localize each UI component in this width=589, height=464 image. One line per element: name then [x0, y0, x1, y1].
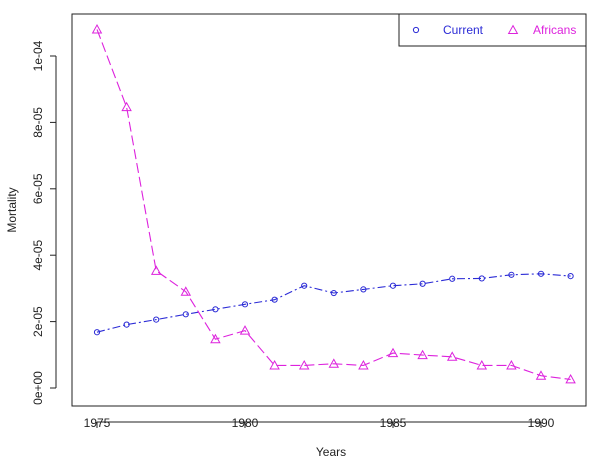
legend-item: Current	[412, 23, 484, 37]
x-tick-label: 1980	[232, 416, 259, 430]
data-point	[478, 275, 485, 282]
data-point	[412, 26, 420, 34]
series-0	[93, 270, 574, 336]
data-point	[121, 101, 132, 112]
y-axis-label: Mortality	[5, 187, 19, 232]
legend-box	[398, 13, 587, 47]
data-point	[419, 280, 426, 287]
data-point	[476, 359, 488, 370]
data-point	[180, 286, 192, 296]
data-point	[360, 286, 367, 293]
data-point	[358, 359, 369, 370]
y-tick-label: 8e-05	[31, 107, 45, 138]
data-point	[271, 296, 278, 303]
data-point	[241, 301, 249, 308]
data-point	[449, 275, 456, 282]
plot-frame	[71, 13, 587, 407]
data-point	[239, 325, 251, 335]
legend-label: Current	[443, 23, 484, 37]
data-point	[417, 349, 428, 360]
data-point	[298, 359, 310, 370]
y-tick-label: 6e-05	[31, 173, 45, 204]
data-point	[330, 289, 337, 297]
data-point	[535, 370, 547, 380]
legend-items: Current Africans	[412, 23, 576, 37]
data-point	[91, 24, 103, 34]
data-point	[567, 273, 574, 280]
data-point	[210, 333, 221, 344]
data-point	[212, 306, 219, 313]
data-point	[506, 359, 517, 370]
y-tick-label: 0e+00	[31, 371, 45, 405]
series-line	[96, 273, 571, 333]
data-point	[508, 271, 515, 278]
series-layer	[91, 24, 576, 384]
data-point	[269, 359, 280, 370]
x-axis-label: Years	[316, 445, 346, 459]
y-tick-label: 4e-05	[31, 240, 45, 271]
x-tick-label: 1975	[84, 416, 111, 430]
x-axis: 1975 1980 1985 1990	[84, 416, 555, 430]
data-point	[565, 373, 576, 384]
x-tick-label: 1990	[528, 416, 555, 430]
y-tick-label: 1e-04	[31, 40, 45, 71]
data-point	[182, 311, 189, 318]
data-point	[389, 282, 397, 289]
series-1	[91, 24, 576, 384]
data-point	[301, 282, 308, 289]
legend-item: Africans	[507, 23, 576, 37]
data-point	[328, 358, 340, 368]
y-tick-label: 2e-05	[31, 306, 45, 337]
legend-label: Africans	[533, 23, 576, 37]
legend: Current Africans	[398, 13, 587, 47]
data-point	[537, 270, 545, 277]
data-point	[93, 329, 101, 336]
data-point	[153, 316, 160, 323]
data-point	[387, 347, 399, 358]
data-point	[507, 24, 519, 35]
data-point	[150, 265, 162, 275]
data-point	[446, 351, 458, 361]
data-point	[123, 321, 130, 328]
x-tick-label: 1985	[380, 416, 407, 430]
y-axis: 0e+00 2e-05 4e-05 6e-05 8e-05 1e-04	[31, 40, 57, 405]
series-line	[96, 29, 571, 380]
